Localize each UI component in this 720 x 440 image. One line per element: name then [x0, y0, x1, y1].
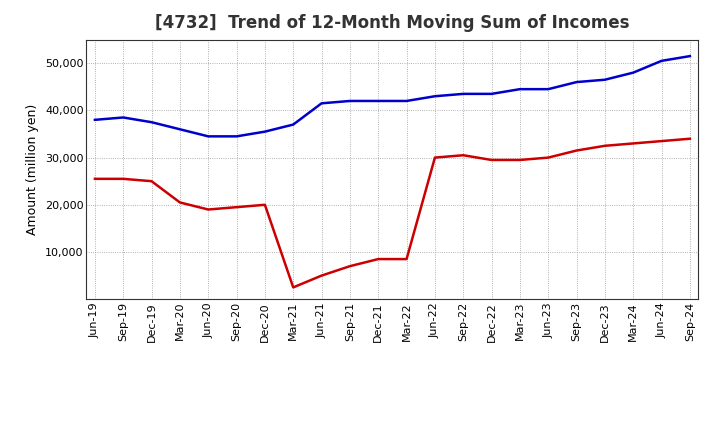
Ordinary Income [402, 98, 411, 103]
Ordinary Income [261, 129, 269, 134]
Net Income [233, 205, 241, 210]
Ordinary Income [119, 115, 127, 120]
Ordinary Income [233, 134, 241, 139]
Net Income [318, 273, 326, 278]
Net Income [91, 176, 99, 181]
Ordinary Income [318, 101, 326, 106]
Ordinary Income [572, 80, 581, 85]
Net Income [148, 179, 156, 184]
Ordinary Income [629, 70, 637, 75]
Net Income [459, 153, 467, 158]
Net Income [346, 264, 354, 269]
Ordinary Income [176, 127, 184, 132]
Net Income [516, 158, 524, 163]
Ordinary Income [487, 91, 496, 96]
Line: Net Income: Net Income [95, 139, 690, 287]
Net Income [374, 257, 382, 262]
Net Income [261, 202, 269, 207]
Ordinary Income [346, 98, 354, 103]
Ordinary Income [91, 117, 99, 122]
Ordinary Income [431, 94, 439, 99]
Net Income [402, 257, 411, 262]
Net Income [289, 285, 297, 290]
Net Income [629, 141, 637, 146]
Ordinary Income [685, 54, 694, 59]
Ordinary Income [657, 58, 666, 63]
Title: [4732]  Trend of 12-Month Moving Sum of Incomes: [4732] Trend of 12-Month Moving Sum of I… [155, 15, 630, 33]
Ordinary Income [516, 87, 524, 92]
Net Income [544, 155, 552, 160]
Ordinary Income [374, 98, 382, 103]
Ordinary Income [459, 91, 467, 96]
Ordinary Income [544, 87, 552, 92]
Y-axis label: Amount (million yen): Amount (million yen) [27, 104, 40, 235]
Ordinary Income [289, 122, 297, 127]
Net Income [487, 158, 496, 163]
Ordinary Income [600, 77, 609, 82]
Net Income [204, 207, 212, 212]
Net Income [431, 155, 439, 160]
Net Income [572, 148, 581, 153]
Net Income [119, 176, 127, 181]
Net Income [600, 143, 609, 148]
Net Income [685, 136, 694, 141]
Net Income [176, 200, 184, 205]
Ordinary Income [204, 134, 212, 139]
Ordinary Income [148, 120, 156, 125]
Line: Ordinary Income: Ordinary Income [95, 56, 690, 136]
Net Income [657, 139, 666, 144]
